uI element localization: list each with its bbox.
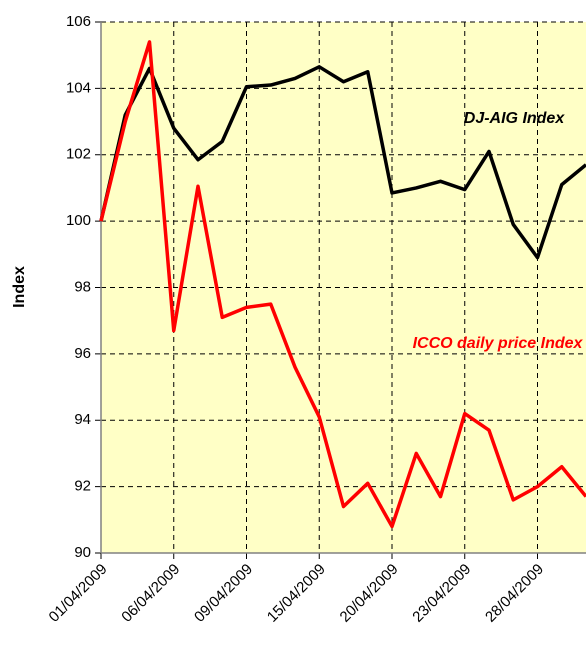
y-tick-label: 106 bbox=[66, 13, 91, 30]
y-tick-label: 102 bbox=[66, 146, 91, 163]
y-axis-label: Index bbox=[11, 266, 28, 308]
x-tick-label: 01/04/2009 bbox=[46, 561, 111, 626]
y-tick-label: 92 bbox=[74, 478, 91, 495]
series-annotation-text: ICCO daily price Index bbox=[412, 335, 583, 352]
line-series bbox=[99, 65, 586, 260]
series-annotation-text: DJ-AIG Index bbox=[463, 110, 565, 127]
y-tick-label: 90 bbox=[74, 544, 91, 561]
y-tick-label: 94 bbox=[74, 411, 91, 428]
line-series bbox=[99, 40, 586, 529]
x-tick-label: 15/04/2009 bbox=[264, 561, 329, 626]
series-annotation: DJ-AIG Index bbox=[463, 110, 565, 127]
y-tick-label: 96 bbox=[74, 345, 91, 362]
y-tick-label: 100 bbox=[66, 212, 91, 229]
x-tick-label: 23/04/2009 bbox=[409, 561, 474, 626]
series-annotation: ICCO daily price Index bbox=[412, 335, 583, 352]
x-tick-label: 09/04/2009 bbox=[191, 561, 256, 626]
x-tick-label: 20/04/2009 bbox=[337, 561, 402, 626]
y-tick-label: 98 bbox=[74, 278, 91, 295]
x-tick-label: 28/04/2009 bbox=[482, 561, 547, 626]
x-tick-label: 06/04/2009 bbox=[118, 561, 183, 626]
y-tick-label: 104 bbox=[66, 79, 91, 96]
